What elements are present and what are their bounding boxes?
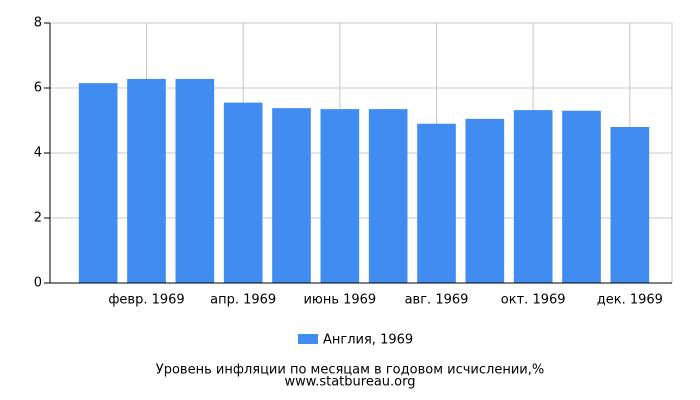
bar — [465, 118, 505, 283]
bar — [175, 78, 215, 284]
y-tick-label: 6 — [34, 81, 42, 96]
x-tick-label: июнь 1969 — [303, 293, 376, 308]
y-tick-label: 8 — [34, 16, 42, 31]
bar — [272, 108, 311, 284]
x-tick-label: дек. 1969 — [597, 293, 663, 308]
bar — [78, 83, 118, 283]
bar — [127, 78, 166, 284]
x-tick-label: окт. 1969 — [501, 293, 566, 308]
bar — [368, 109, 408, 283]
chart-title: Уровень инфляции по месяцам в годовом ис… — [156, 363, 544, 378]
y-tick-label: 4 — [34, 146, 42, 161]
bar — [513, 110, 553, 283]
bar — [562, 110, 601, 283]
x-tick-label: февр. 1969 — [108, 293, 184, 308]
chart-subtitle: www.statbureau.org — [285, 375, 416, 390]
bar — [223, 102, 263, 283]
legend-swatch — [298, 334, 318, 344]
bar — [417, 123, 456, 283]
legend-label: Англия, 1969 — [323, 333, 413, 348]
y-tick-label: 2 — [34, 211, 42, 226]
x-tick-label: апр. 1969 — [210, 293, 276, 308]
y-tick-label: 0 — [34, 276, 42, 291]
bar — [610, 127, 650, 283]
bar — [320, 109, 360, 283]
x-tick-label: авг. 1969 — [405, 293, 469, 308]
